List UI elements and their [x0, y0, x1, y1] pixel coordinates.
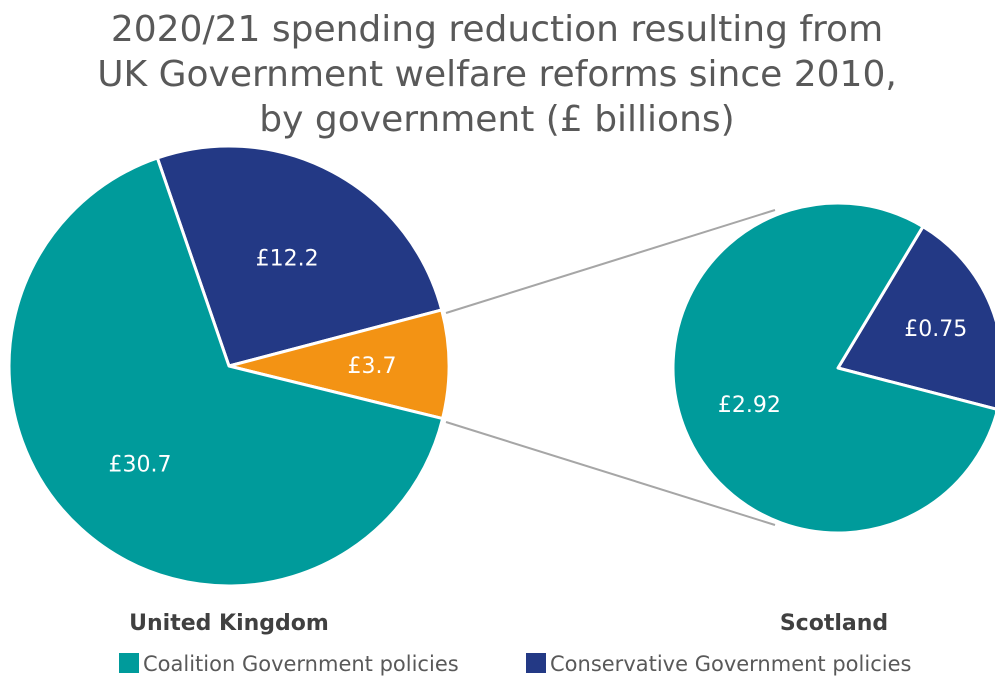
pie-caption-scotland: Scotland — [780, 611, 888, 636]
legend-label-coalition: Coalition Government policies — [143, 652, 459, 676]
united-kingdom-slice-coalition-government-policies — [7, 156, 445, 588]
legend: Coalition Government policies Conservati… — [119, 652, 911, 676]
pie-scotland: £0.75 £2.92 — [671, 201, 995, 535]
scotland-data-label-conservative-government-policies: £0.75 — [904, 317, 967, 342]
chart-title-line-3: by government (£ billions) — [259, 99, 734, 140]
legend-label-conservative: Conservative Government policies — [550, 652, 911, 676]
scotland-slice-coalition-government-policies — [671, 201, 995, 535]
connector-line-bottom — [445, 421, 776, 526]
united-kingdom-slice-scotland — [227, 308, 451, 421]
legend-swatch-conservative — [526, 653, 546, 673]
pie-united-kingdom: £12.2 £3.7 £30.7 — [7, 144, 451, 588]
scotland-slice-conservative-government-policies — [836, 225, 995, 411]
connector-line-top — [445, 209, 776, 314]
scotland-data-label-coalition-government-policies: £2.92 — [718, 393, 781, 418]
united-kingdom-slice-conservative-government-policies — [155, 144, 444, 368]
chart-title-line-1: 2020/21 spending reduction resulting fro… — [111, 9, 883, 50]
united-kingdom-data-label-coalition-government-policies: £30.7 — [108, 452, 171, 477]
united-kingdom-data-label-scotland: £3.7 — [348, 354, 397, 379]
united-kingdom-data-label-conservative-government-policies: £12.2 — [256, 246, 319, 271]
chart-title-line-2: UK Government welfare reforms since 2010… — [97, 54, 897, 95]
pie-caption-united-kingdom: United Kingdom — [129, 611, 329, 636]
chart-title: 2020/21 spending reduction resulting fro… — [97, 9, 897, 140]
legend-swatch-coalition — [119, 653, 139, 673]
